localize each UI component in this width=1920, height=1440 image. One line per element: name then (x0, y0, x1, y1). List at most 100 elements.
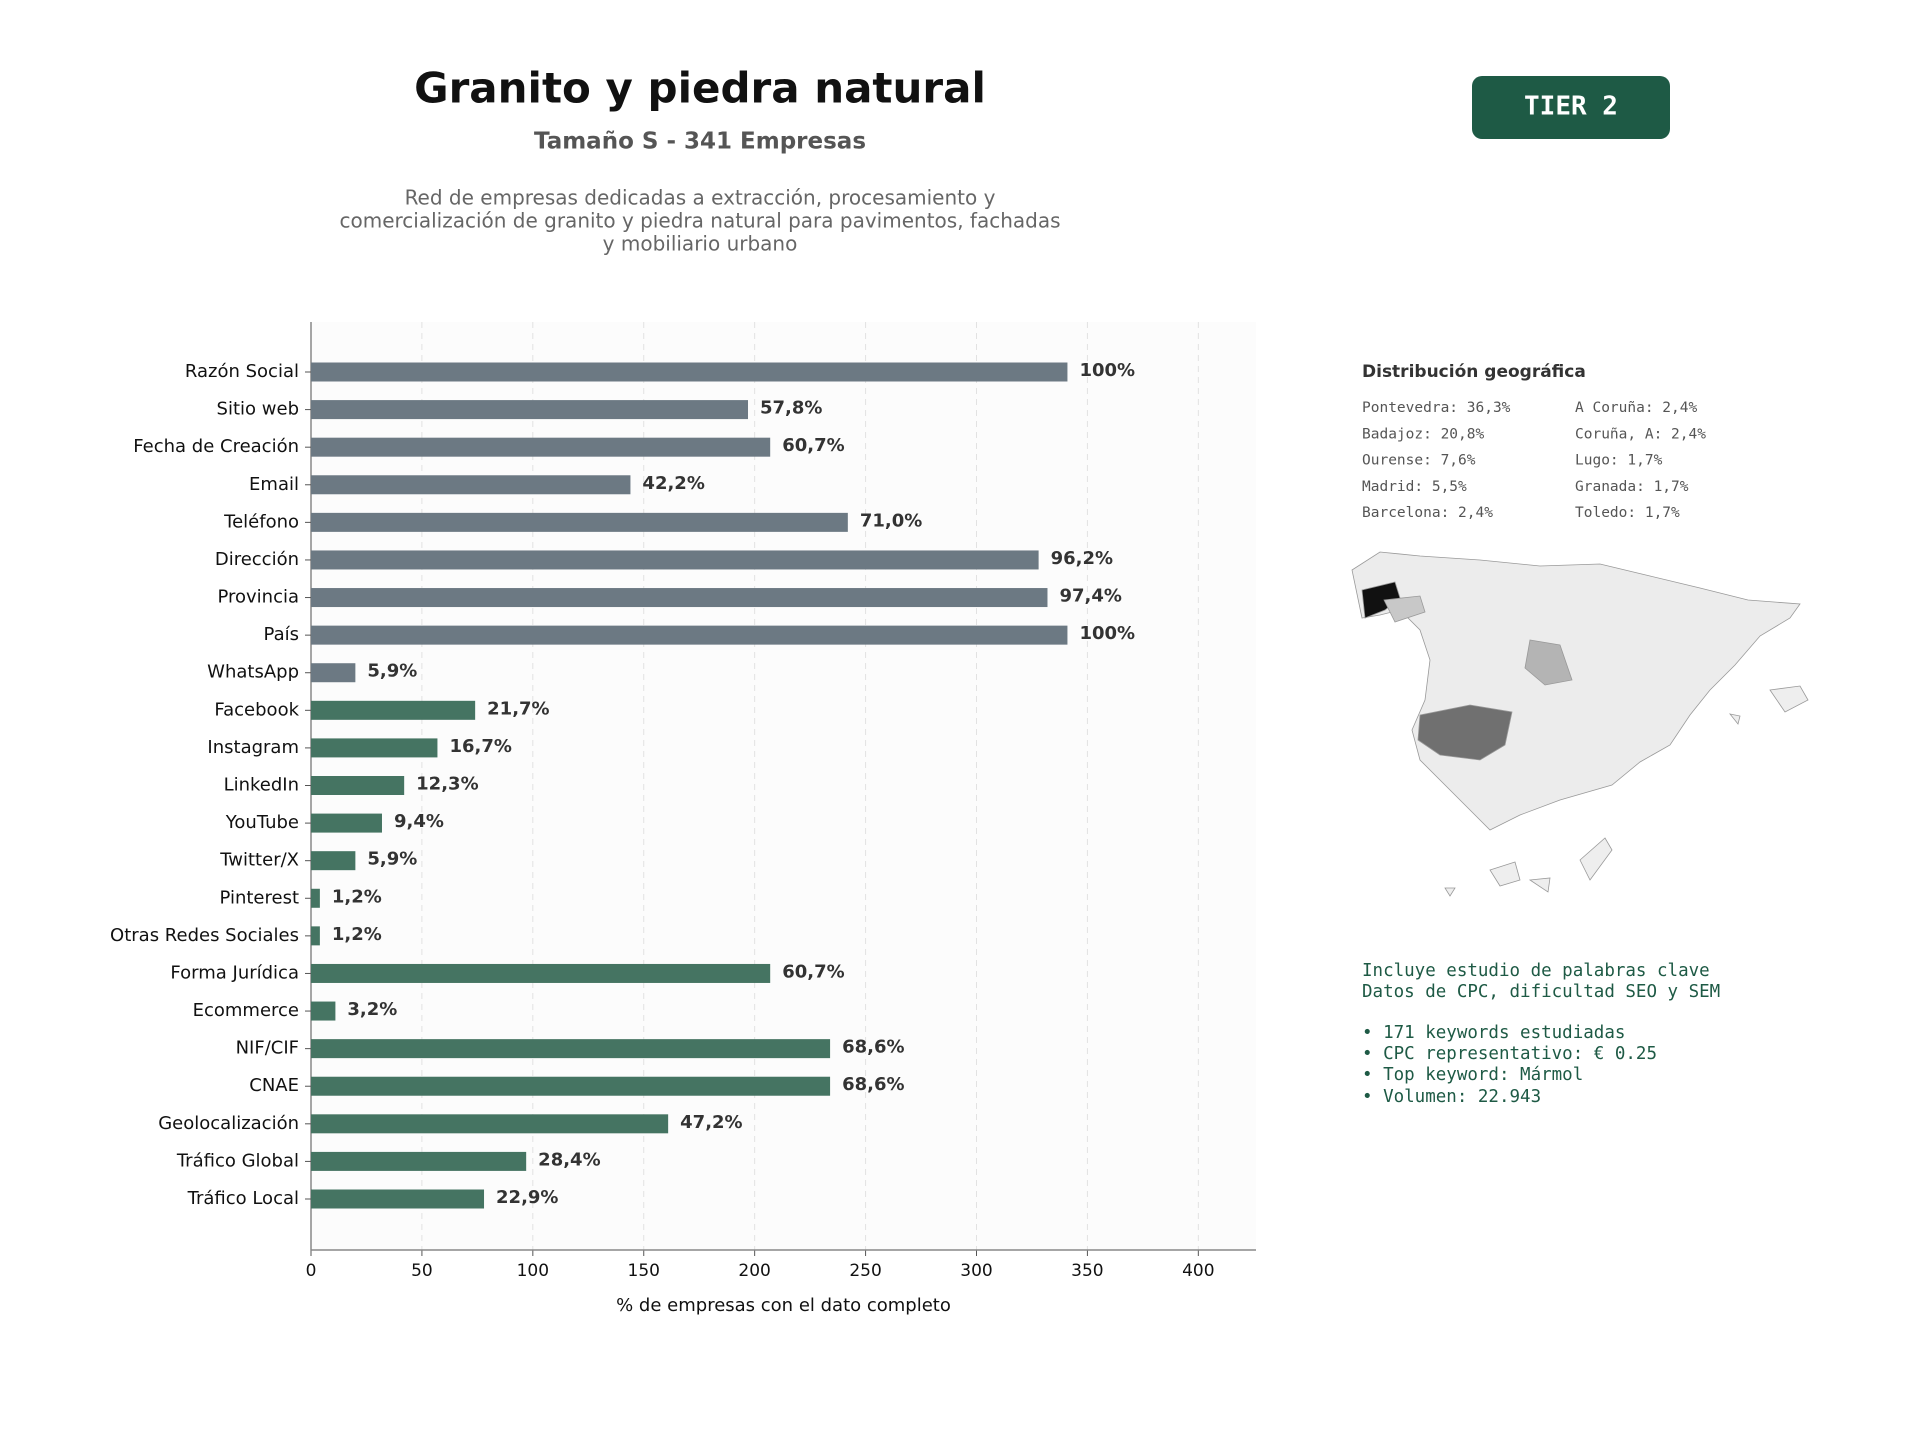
keyword-line: • CPC representativo: € 0.25 (1362, 1044, 1657, 1064)
value-label: 5,9% (367, 849, 417, 870)
value-label: 100% (1079, 360, 1135, 381)
value-label: 100% (1079, 623, 1135, 644)
value-label: 68,6% (842, 1074, 904, 1095)
value-label: 21,7% (487, 698, 549, 719)
map-island (1769, 685, 1809, 713)
value-label: 97,4% (1059, 586, 1121, 607)
x-axis-label: % de empresas con el dato completo (616, 1295, 951, 1316)
badge-text: TIER 2 (1524, 92, 1618, 122)
value-label: 1,2% (332, 924, 382, 945)
y-tick-label: Dirección (215, 549, 299, 570)
y-tick-label: Fecha de Creación (133, 436, 299, 457)
y-tick-label: WhatsApp (207, 662, 299, 683)
y-tick-label: Facebook (214, 699, 299, 720)
badge (1472, 76, 1670, 139)
value-label: 60,7% (782, 435, 844, 456)
geo-entry: Coruña, A: 2,4% (1575, 426, 1706, 442)
bar (311, 738, 438, 758)
x-tick-label: 300 (960, 1261, 992, 1281)
map-region (1383, 595, 1426, 623)
value-label: 42,2% (642, 473, 704, 494)
y-tick-label: Otras Redes Sociales (110, 925, 299, 946)
bar (311, 1151, 527, 1171)
y-tick-label: Geolocalización (158, 1113, 299, 1134)
y-tick-label: Tráfico Global (176, 1150, 299, 1171)
map-region (1417, 704, 1513, 761)
value-label: 5,9% (367, 661, 417, 682)
bar (311, 700, 476, 720)
bar (311, 437, 771, 457)
bar (311, 1039, 831, 1059)
map (1351, 551, 1809, 897)
map-outline (1351, 551, 1801, 831)
x-tick-label: 50 (411, 1261, 433, 1281)
y-tick-label: Pinterest (219, 887, 299, 908)
y-tick-label: Tráfico Local (187, 1188, 299, 1209)
bar (311, 1114, 669, 1134)
keyword-line: Incluye estudio de palabras clave (1362, 961, 1710, 981)
y-tick-label: Sitio web (217, 399, 299, 420)
y-tick-label: Teléfono (223, 511, 299, 532)
value-label: 12,3% (416, 774, 478, 795)
value-label: 28,4% (538, 1149, 600, 1170)
value-label: 22,9% (496, 1187, 558, 1208)
x-tick-label: 200 (738, 1261, 770, 1281)
value-label: 16,7% (449, 736, 511, 757)
bar (311, 1189, 485, 1209)
geo-entry: A Coruña: 2,4% (1575, 400, 1697, 416)
y-tick-label: Twitter/X (219, 850, 299, 871)
bar (311, 926, 320, 946)
map-island (1444, 837, 1613, 897)
map-region (1524, 639, 1573, 686)
y-tick-label: LinkedIn (224, 775, 299, 796)
x-tick-label: 400 (1182, 1261, 1214, 1281)
bar (311, 1001, 336, 1021)
value-label: 3,2% (347, 999, 397, 1020)
value-label: 9,4% (394, 811, 444, 832)
value-label: 71,0% (860, 510, 922, 531)
geo-entry: Pontevedra: 36,3% (1362, 400, 1511, 416)
bar (311, 1076, 831, 1096)
value-label: 47,2% (680, 1112, 742, 1133)
bar (311, 475, 631, 495)
geo-title: Distribución geográfica (1362, 362, 1586, 382)
description: y mobiliario urbano (603, 232, 798, 256)
y-tick-label: YouTube (225, 812, 299, 833)
y-tick-label: Provincia (217, 587, 299, 608)
keyword-line: • Volumen: 22.943 (1362, 1087, 1541, 1107)
y-tick-label: Forma Jurídica (170, 962, 299, 983)
y-tick-label: Instagram (207, 737, 299, 758)
x-tick-label: 350 (1071, 1261, 1103, 1281)
bar (311, 550, 1039, 570)
geo-entry: Ourense: 7,6% (1362, 453, 1476, 469)
geo-entry: Lugo: 1,7% (1575, 453, 1663, 469)
bar (311, 663, 356, 683)
value-label: 60,7% (782, 961, 844, 982)
bar (311, 512, 848, 532)
chart-subtitle: Tamaño S - 341 Empresas (534, 129, 866, 155)
bar (311, 888, 320, 908)
geo-entry: Badajoz: 20,8% (1362, 426, 1484, 442)
y-tick-label: CNAE (249, 1075, 299, 1096)
y-tick-label: País (264, 624, 299, 645)
x-tick-label: 250 (849, 1261, 881, 1281)
bar (311, 625, 1068, 645)
x-tick-label: 150 (628, 1261, 660, 1281)
value-label: 1,2% (332, 886, 382, 907)
bar (311, 362, 1068, 382)
y-tick-label: NIF/CIF (236, 1038, 299, 1059)
bar (311, 813, 382, 833)
keyword-line: Datos de CPC, dificultad SEO y SEM (1362, 982, 1720, 1002)
keyword-line: • 171 keywords estudiadas (1362, 1023, 1625, 1043)
bar (311, 851, 356, 871)
bar (311, 776, 405, 795)
value-label: 57,8% (760, 398, 822, 419)
chart-title: Granito y piedra natural (414, 64, 986, 113)
geo-entry: Barcelona: 2,4% (1362, 505, 1493, 521)
bar (311, 963, 771, 983)
bar (311, 400, 749, 420)
geo-entry: Toledo: 1,7% (1575, 505, 1680, 521)
geo-entry: Granada: 1,7% (1575, 479, 1689, 495)
